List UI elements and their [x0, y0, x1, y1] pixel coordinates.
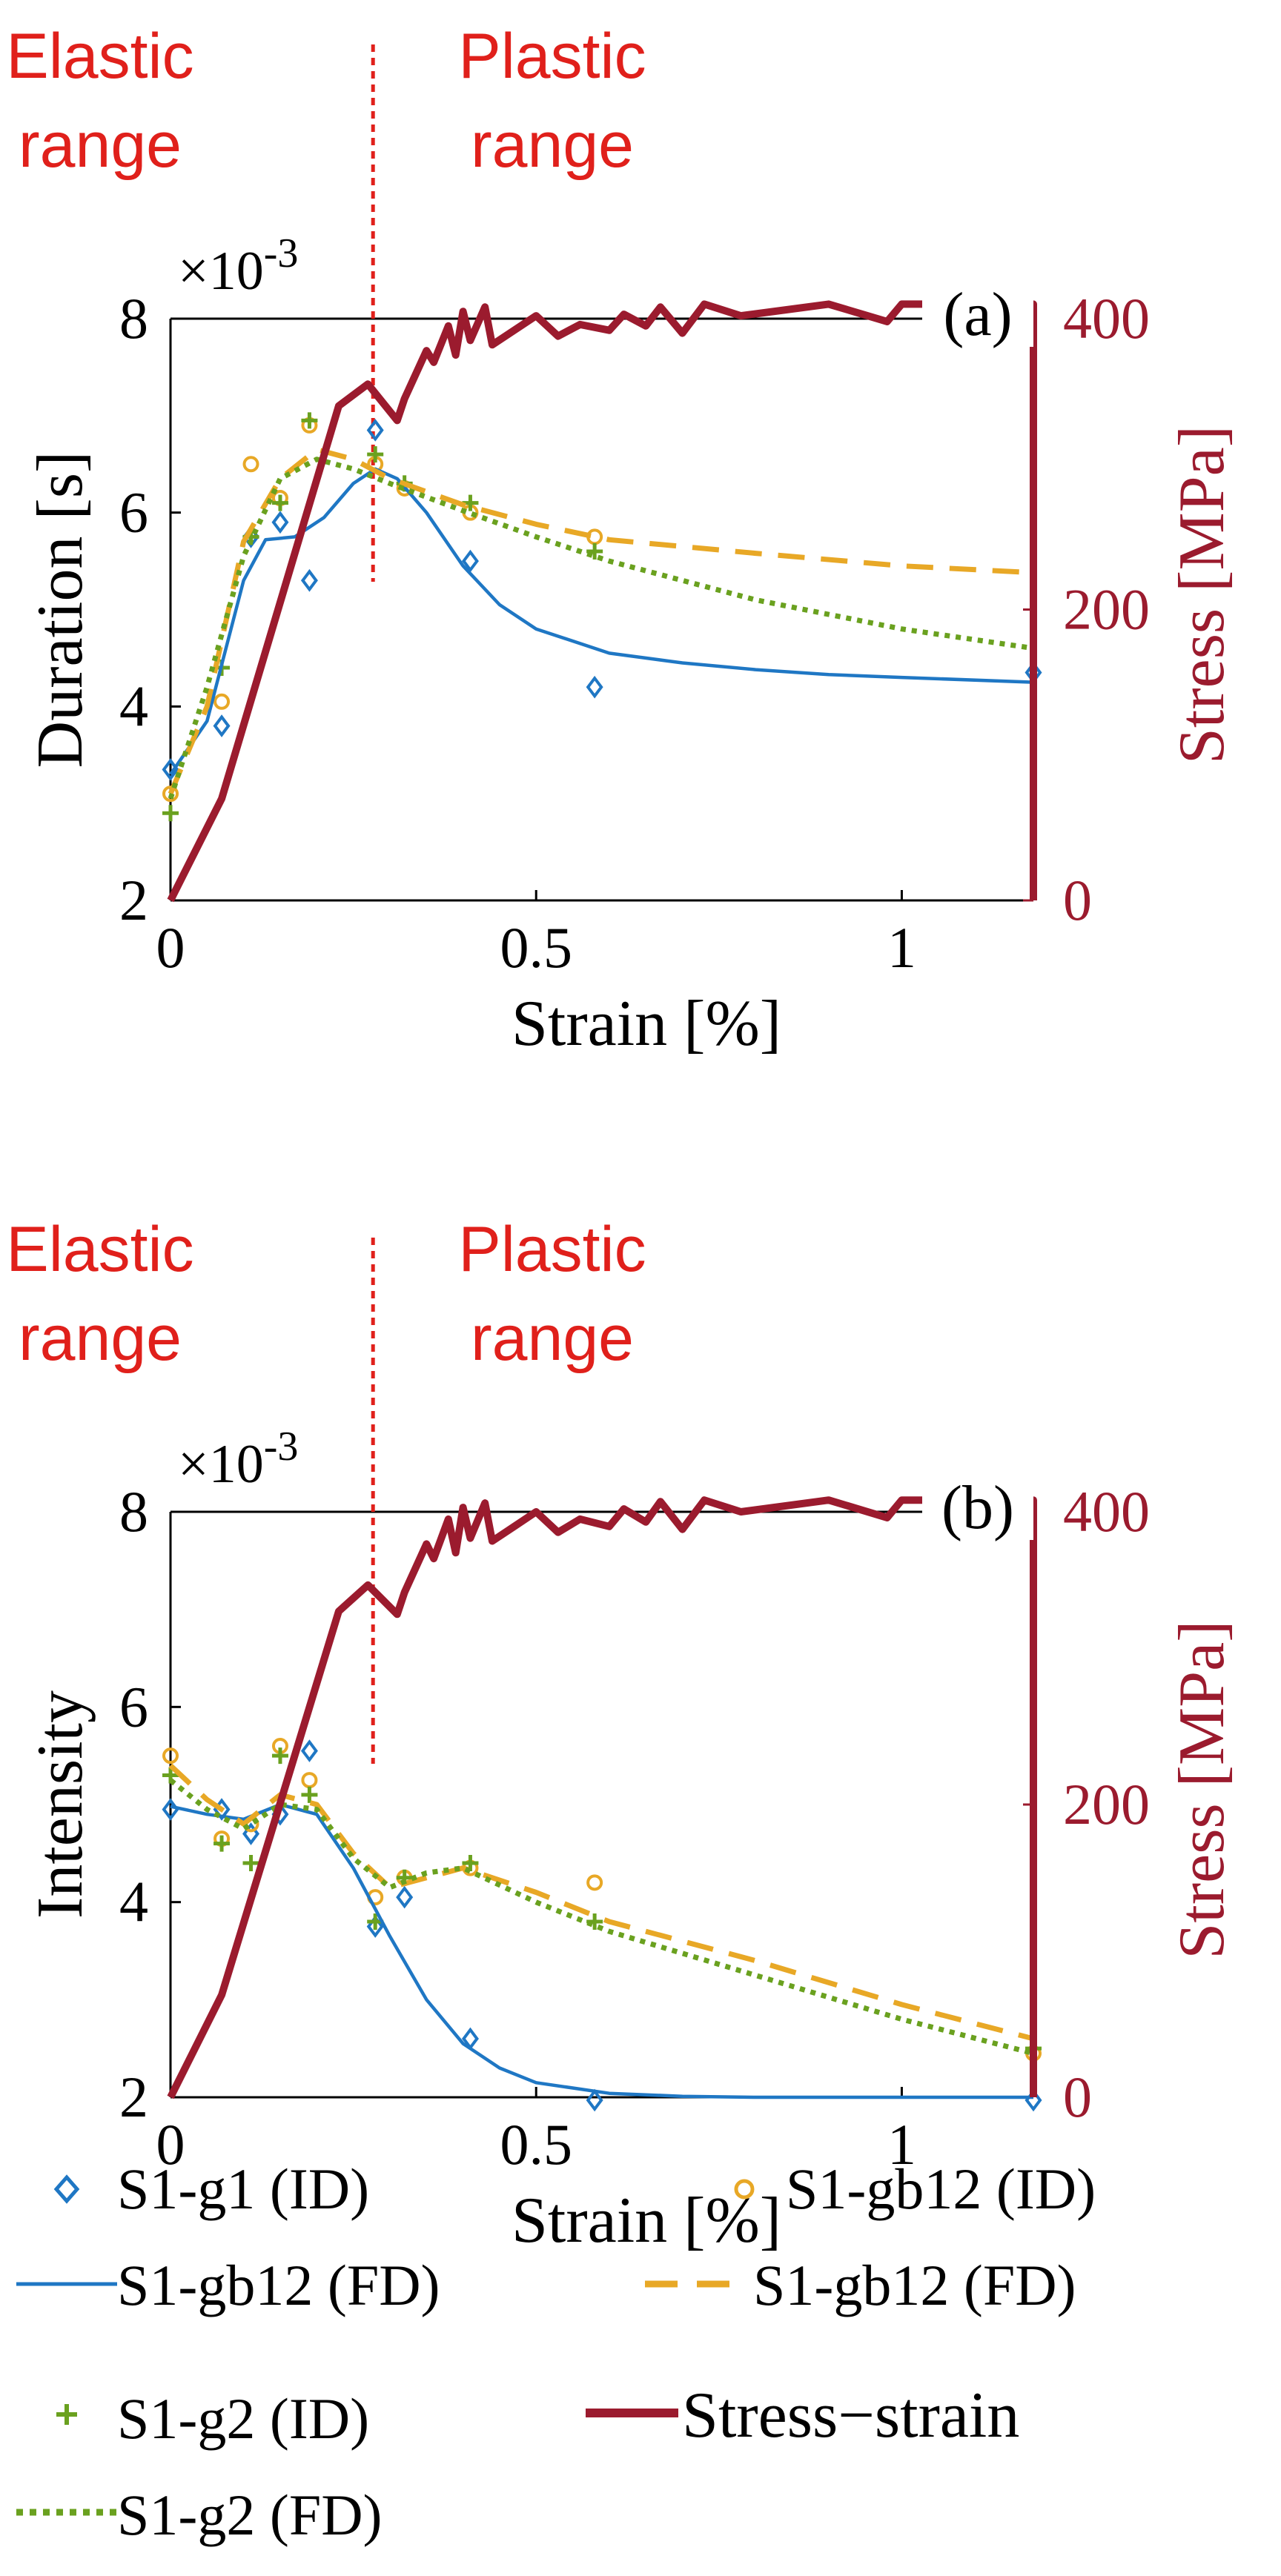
g2-id-point: [367, 446, 384, 463]
fd-line-dotted: [168, 1778, 1034, 2057]
y2-tick-label: 400: [1063, 286, 1150, 351]
gb12-id-point: [586, 1874, 603, 1891]
panel-a: 2 4 6 8 0 0.5 1 0 200 400 Duration [s] Stress [MPa]…: [6, 21, 1238, 1060]
g2-id-point: [462, 1855, 479, 1871]
legend-entry-g2-id: S1-g2 (ID): [56, 2386, 369, 2451]
panel-label-background: [922, 1466, 1033, 1540]
y2-tick-label: 0: [1063, 868, 1092, 932]
x-tick-label: 0.5: [500, 915, 572, 980]
panel-label: (a): [943, 280, 1012, 349]
y2-axis-label: Stress [MPa]: [1166, 425, 1238, 764]
x-tick-label: 0: [156, 915, 185, 980]
y-tick-label: 6: [119, 480, 148, 545]
x-tick-label: 1: [887, 915, 916, 980]
annotation-plastic: Plastic: [458, 1214, 646, 1285]
y2-axis-label: Stress [MPa]: [1166, 1620, 1238, 1959]
legend-label-g1-fd: S1-gb12 (FD): [117, 2253, 440, 2317]
legend-label-gb12-fd: S1-gb12 (FD): [753, 2253, 1076, 2317]
legend-entry-g1-fd: S1-gb12 (FD): [16, 2253, 440, 2317]
y-tick-label: 8: [119, 286, 148, 351]
panel-label: (b): [941, 1473, 1014, 1542]
gb12-id-point: [162, 1747, 179, 1765]
panel-label-background: [922, 273, 1033, 347]
gb12-id-point: [242, 456, 259, 473]
fd-line-dashed: [168, 1763, 1034, 2042]
g2-id-point: [214, 1835, 231, 1852]
panel-b: 2 4 6 8 0 0.5 1 0 200 400 Intensity Stress [MPa] Str…: [6, 1214, 1238, 2257]
gb12-id-point: [301, 1772, 318, 1789]
y-tick-label: 2: [119, 868, 148, 932]
y-tick-label: 4: [119, 1870, 148, 1934]
g1-id-point: [461, 549, 479, 573]
annotation-elastic: Elastic: [6, 1214, 193, 1285]
g2-id-point: [301, 412, 318, 429]
legend-entry-g2-fd: S1-g2 (FD): [16, 2483, 383, 2547]
y-tick-label: 8: [119, 1479, 148, 1544]
x-axis-label: Strain [%]: [512, 988, 781, 1060]
gb12-id-point: [214, 693, 231, 710]
legend-label-g2-fd: S1-g2 (FD): [117, 2483, 383, 2547]
fd-line-dashed: [168, 447, 1034, 795]
legend-entry-g1-id: S1-g1 (ID): [53, 2157, 369, 2221]
g1-id-point: [366, 1915, 384, 1938]
y-axis-label: Intensity: [24, 1690, 96, 1919]
annotation-elastic: Elastic: [6, 21, 193, 92]
g1-id-point: [396, 1885, 414, 1909]
annotation-plastic-range: range: [471, 1303, 634, 1374]
annotation-plastic-range: range: [471, 110, 634, 181]
legend-label-gb12-id: S1-gb12 (ID): [786, 2157, 1096, 2221]
legend-circle-marker: [734, 2179, 755, 2200]
x-tick-label: 1: [887, 2112, 916, 2177]
legend-label-stress: Stress−strain: [682, 2380, 1019, 2451]
y-axis-label: Duration [s]: [24, 451, 96, 769]
g2-id-point: [586, 543, 603, 560]
g1-id-point: [213, 714, 231, 737]
legend-label-g2-id: S1-g2 (ID): [117, 2386, 369, 2451]
legend-entry-gb12-fd: S1-gb12 (FD): [645, 2253, 1076, 2317]
annotation-elastic-range: range: [19, 110, 182, 181]
fd-line-dotted: [168, 457, 1034, 800]
g1-id-point: [300, 568, 318, 592]
legend-plus-marker: [56, 2404, 77, 2425]
y-exponent-label: ×10-3: [178, 1424, 298, 1495]
y-tick-label: 6: [119, 1674, 148, 1739]
legend-diamond-marker: [53, 2174, 80, 2204]
g2-id-point: [162, 805, 179, 822]
y-tick-label: 4: [119, 674, 148, 738]
legend: S1-g1 (ID) S1-gb12 (ID) S1-gb12 (FD) S1-…: [16, 2157, 1096, 2547]
g1-id-point: [366, 419, 384, 442]
x-axis-label: Strain [%]: [512, 2185, 781, 2257]
g1-id-point: [586, 2088, 603, 2112]
annotation-plastic: Plastic: [458, 21, 646, 92]
stress-strain-line: [167, 1496, 1037, 2099]
fd-line-solid: [170, 1802, 1033, 2099]
g2-id-point: [242, 1855, 259, 1871]
g1-id-point: [300, 1739, 318, 1762]
x-tick-label: 0: [156, 2112, 185, 2177]
y-tick-label: 2: [119, 2065, 148, 2129]
annotation-elastic-range: range: [19, 1303, 182, 1374]
legend-entry-gb12-id: S1-gb12 (ID): [734, 2157, 1096, 2221]
y-exponent-label: ×10-3: [178, 230, 298, 302]
legend-label-g1-id: S1-g1 (ID): [117, 2157, 369, 2221]
y2-tick-label: 0: [1063, 2065, 1092, 2129]
g1-id-point: [586, 675, 603, 699]
y2-tick-label: 400: [1063, 1479, 1150, 1544]
stress-strain-line: [167, 300, 1037, 903]
legend-entry-stress: Stress−strain: [586, 2380, 1019, 2451]
g2-id-point: [271, 1747, 288, 1765]
x-tick-label: 0.5: [500, 2112, 572, 2177]
g2-id-point: [271, 494, 288, 511]
fd-line-solid: [169, 467, 1034, 776]
g2-id-point: [301, 1786, 318, 1803]
y2-tick-label: 200: [1063, 1772, 1150, 1836]
y2-tick-label: 200: [1063, 577, 1150, 642]
g1-id-point: [271, 511, 289, 534]
